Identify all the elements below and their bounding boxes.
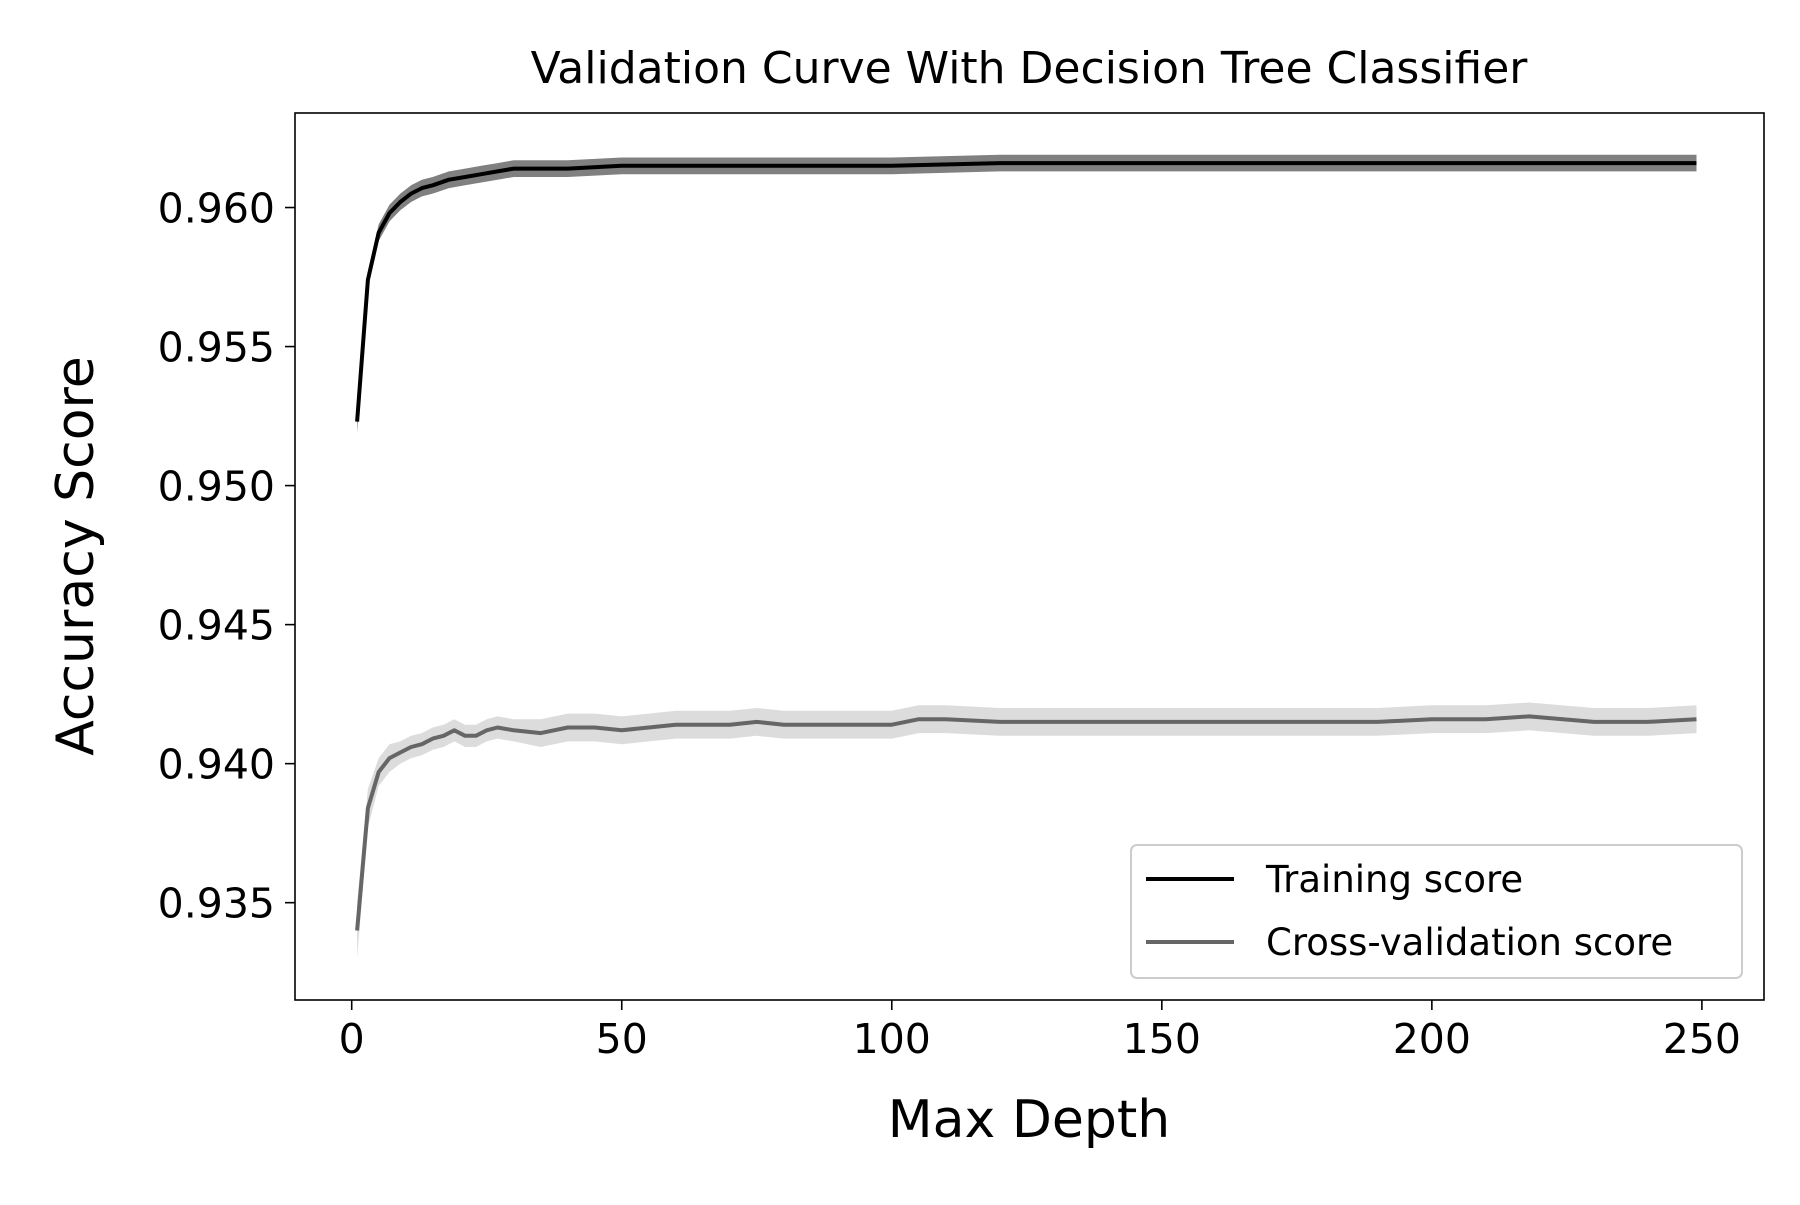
line-cross-validation bbox=[355, 714, 1697, 931]
y-axis-label: Accuracy Score bbox=[46, 356, 106, 756]
line-training bbox=[355, 161, 1697, 422]
y-tick-label: 0.940 bbox=[158, 741, 275, 789]
y-tick-label: 0.950 bbox=[158, 463, 275, 511]
x-tick-label: 50 bbox=[596, 1015, 648, 1063]
chart-title: Validation Curve With Decision Tree Clas… bbox=[531, 43, 1529, 94]
legend: Training score Cross-validation score bbox=[1130, 844, 1743, 979]
legend-label-training: Training score bbox=[1265, 858, 1523, 901]
x-tick-label: 100 bbox=[853, 1015, 931, 1063]
y-tick-label: 0.945 bbox=[158, 602, 275, 650]
y-tick-label: 0.935 bbox=[158, 880, 275, 928]
x-tick-label: 150 bbox=[1123, 1015, 1201, 1063]
x-tick-label: 250 bbox=[1663, 1015, 1741, 1063]
y-tick-label: 0.955 bbox=[158, 324, 275, 372]
x-axis-label: Max Depth bbox=[888, 1090, 1170, 1150]
x-tick-label: 200 bbox=[1393, 1015, 1471, 1063]
series-lines bbox=[355, 161, 1697, 931]
legend-box bbox=[1130, 844, 1743, 979]
legend-label-cross-validation: Cross-validation score bbox=[1266, 921, 1673, 964]
y-tick-label: 0.960 bbox=[158, 185, 275, 233]
y-axis-ticks: 0.935 0.940 0.945 0.950 0.955 0.960 bbox=[158, 185, 295, 928]
x-axis-ticks: 0 50 100 150 200 250 bbox=[339, 1000, 1741, 1063]
x-tick-label: 0 bbox=[339, 1015, 365, 1063]
plot-frame bbox=[294, 112, 1765, 1001]
